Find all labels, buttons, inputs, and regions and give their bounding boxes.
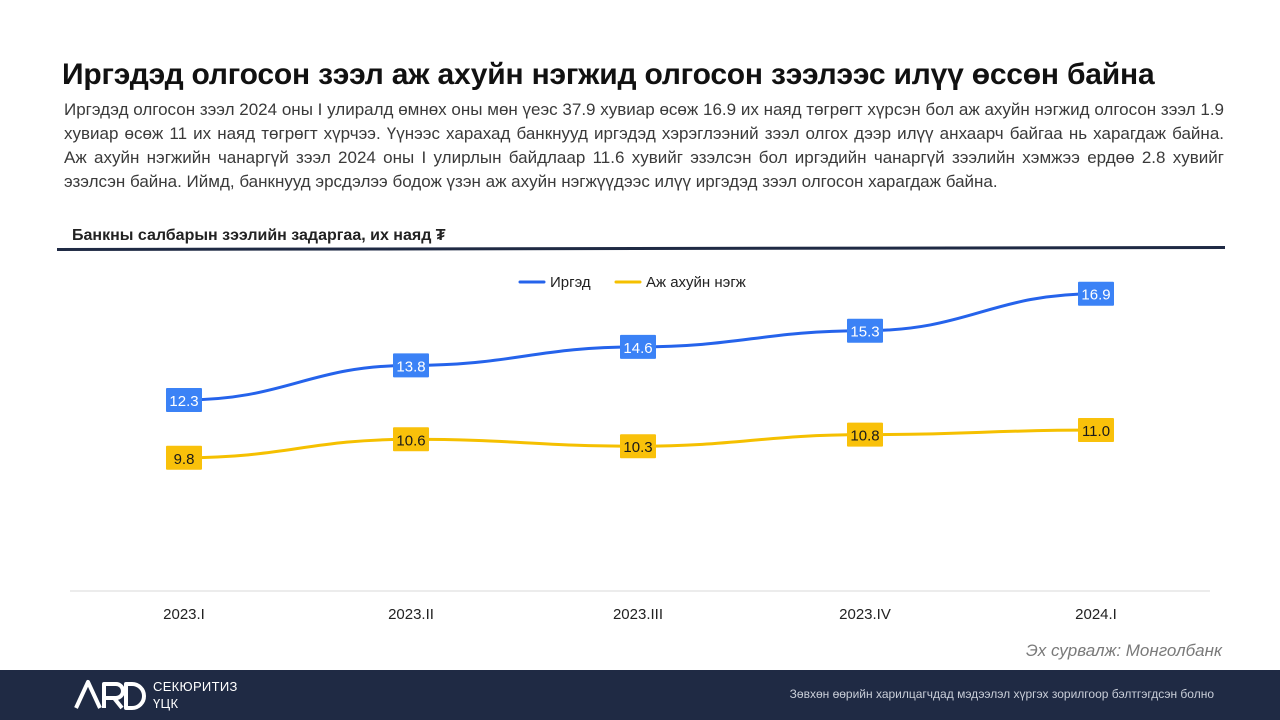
ard-logo-icon	[74, 680, 146, 710]
chart-title: Банкны салбарын зээлийн задаргаа, их ная…	[72, 227, 446, 244]
x-tick-label: 2023.III	[613, 606, 663, 623]
x-tick-label: 2024.I	[1075, 606, 1117, 623]
data-label: 15.3	[850, 324, 879, 341]
data-label-box	[620, 434, 656, 459]
data-label: 13.8	[396, 358, 425, 375]
data-label: 11.0	[1082, 423, 1110, 440]
data-label-box	[620, 334, 656, 359]
x-tick-label: 2023.IV	[839, 606, 891, 623]
data-label-box	[393, 353, 429, 378]
source-note: Эх сурвалж: Монголбанк	[1025, 641, 1222, 660]
footer-disclaimer: Зөвхөн өөрийн харилцагчдад мэдээлэл хүрг…	[789, 687, 1214, 701]
data-label: 16.9	[1081, 287, 1110, 304]
legend-label: Аж ахуйн нэгж	[646, 274, 746, 291]
data-label: 14.6	[623, 340, 652, 357]
data-label-box	[847, 422, 883, 447]
data-label: 12.3	[169, 393, 198, 410]
description-text: Иргэдэд олгосон зээл 2024 оны I улиралд …	[64, 100, 1224, 191]
line-chart: 2023.I 2023.II 2023.III 2023.IV 2024.I Иргэд А…	[70, 274, 1210, 623]
data-label-box	[1078, 418, 1114, 443]
data-label-box	[166, 445, 202, 470]
data-label-box	[393, 427, 429, 452]
data-label-box	[847, 318, 883, 343]
data-label-box	[166, 388, 202, 412]
data-label-box	[1078, 281, 1114, 306]
data-label: 10.8	[850, 428, 879, 445]
legend-label: Иргэд	[550, 274, 591, 291]
x-tick-label: 2023.II	[388, 606, 434, 623]
footer-bar: СЕКЮРИТИЗ ҮЦК Зөвхөн өөрийн харилцагчдад…	[0, 670, 1280, 720]
brand-line-2: ҮЦК	[153, 696, 179, 711]
data-label: 9.8	[174, 451, 195, 468]
brand-line-1: СЕКЮРИТИЗ	[153, 679, 238, 694]
x-tick-label: 2023.I	[163, 606, 205, 623]
page-title: Иргэдэд олгосон зээл аж ахуйн нэгжид олг…	[62, 58, 1155, 91]
brand-name: СЕКЮРИТИЗ ҮЦК	[153, 678, 238, 712]
data-label: 10.6	[396, 432, 425, 449]
data-label: 10.3	[623, 439, 652, 456]
